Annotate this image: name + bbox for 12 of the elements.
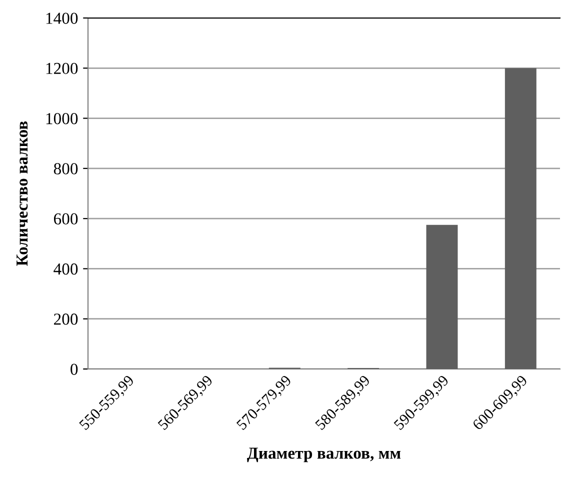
y-axis-title: Количество валков — [16, 121, 28, 266]
y-tick-label: 600 — [54, 213, 78, 225]
bar — [504, 68, 536, 369]
bar — [426, 224, 458, 369]
y-tick-label: 1400 — [46, 12, 78, 24]
y-tick-label: 1000 — [46, 112, 78, 124]
x-axis-title: Диаметр валков, мм — [247, 448, 401, 462]
y-tick-label: 1200 — [46, 62, 78, 74]
y-tick-label: 200 — [54, 314, 78, 325]
y-tick-label: 800 — [54, 163, 78, 174]
y-tick-label: 0 — [70, 364, 78, 375]
y-tick-label: 400 — [54, 263, 78, 275]
